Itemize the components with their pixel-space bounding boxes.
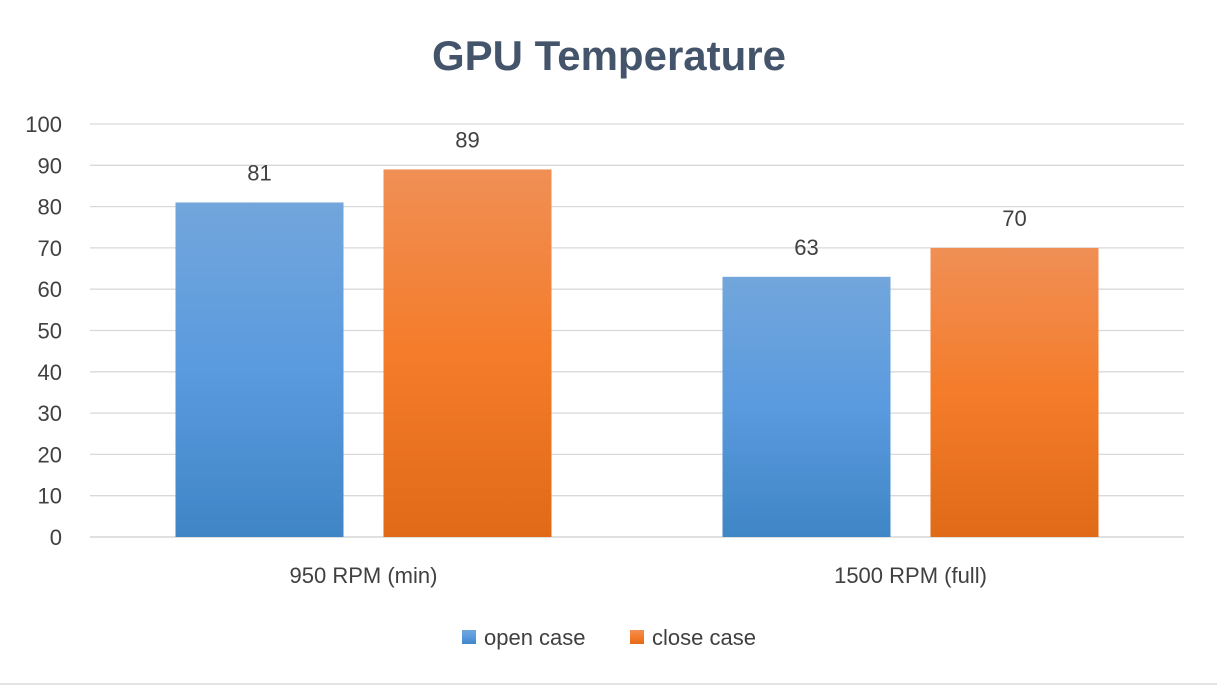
y-tick-label: 40 — [38, 360, 62, 385]
data-labels: 81 89 63 70 — [247, 127, 1026, 259]
legend-swatch — [462, 630, 476, 644]
x-axis: 950 RPM (min) 1500 RPM (full) — [290, 563, 987, 588]
data-label: 89 — [455, 127, 479, 152]
y-tick-label: 50 — [38, 319, 62, 344]
bar — [930, 247, 1099, 537]
y-tick-label: 70 — [38, 236, 62, 261]
bar — [722, 276, 891, 537]
legend-label: open case — [484, 625, 586, 650]
x-tick-label: 1500 RPM (full) — [834, 563, 987, 588]
bar — [175, 202, 344, 537]
y-tick-label: 100 — [25, 112, 62, 137]
bars — [175, 169, 1099, 537]
y-tick-label: 20 — [38, 442, 62, 467]
data-label: 70 — [1002, 206, 1026, 231]
x-tick-label: 950 RPM (min) — [290, 563, 438, 588]
legend-swatch — [630, 630, 644, 644]
y-tick-label: 10 — [38, 484, 62, 509]
y-tick-label: 30 — [38, 401, 62, 426]
data-label: 63 — [794, 235, 818, 260]
y-axis: 0 10 20 30 40 50 60 70 80 90 100 — [25, 112, 62, 550]
y-tick-label: 90 — [38, 153, 62, 178]
bar — [383, 169, 552, 537]
y-tick-label: 80 — [38, 195, 62, 220]
chart-title: GPU Temperature — [432, 32, 786, 79]
legend: open case close case — [462, 625, 756, 650]
y-tick-label: 60 — [38, 277, 62, 302]
legend-label: close case — [652, 625, 756, 650]
y-tick-label: 0 — [50, 525, 62, 550]
data-label: 81 — [247, 160, 271, 185]
